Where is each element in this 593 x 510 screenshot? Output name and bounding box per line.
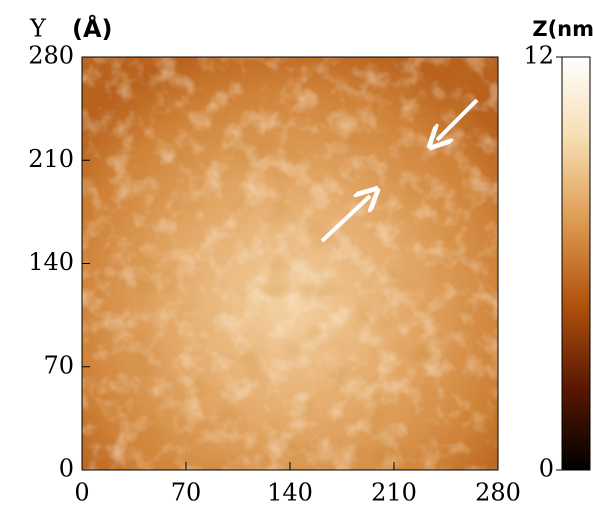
y-tick-label: 210 xyxy=(28,145,74,173)
y-tick-label: 0 xyxy=(59,455,74,483)
colorbar-tick-label: 0 xyxy=(539,455,554,483)
y-tick-label: 140 xyxy=(28,248,74,276)
y-tick-label: 70 xyxy=(43,351,74,379)
y-axis-unit: (Å) xyxy=(72,14,113,43)
afm-image xyxy=(82,57,498,470)
x-tick-label: 0 xyxy=(74,479,89,507)
x-tick-label: 70 xyxy=(171,479,202,507)
y-tick-label: 280 xyxy=(28,42,74,70)
x-tick-label: 280 xyxy=(475,479,521,507)
colorbar xyxy=(561,56,591,471)
x-tick-label: 140 xyxy=(267,479,313,507)
colorbar-label: Z(nm) xyxy=(532,17,593,41)
x-tick-label: 210 xyxy=(371,479,417,507)
y-axis-label: Y xyxy=(29,15,47,43)
colorbar-tick-label: 12 xyxy=(523,42,554,70)
